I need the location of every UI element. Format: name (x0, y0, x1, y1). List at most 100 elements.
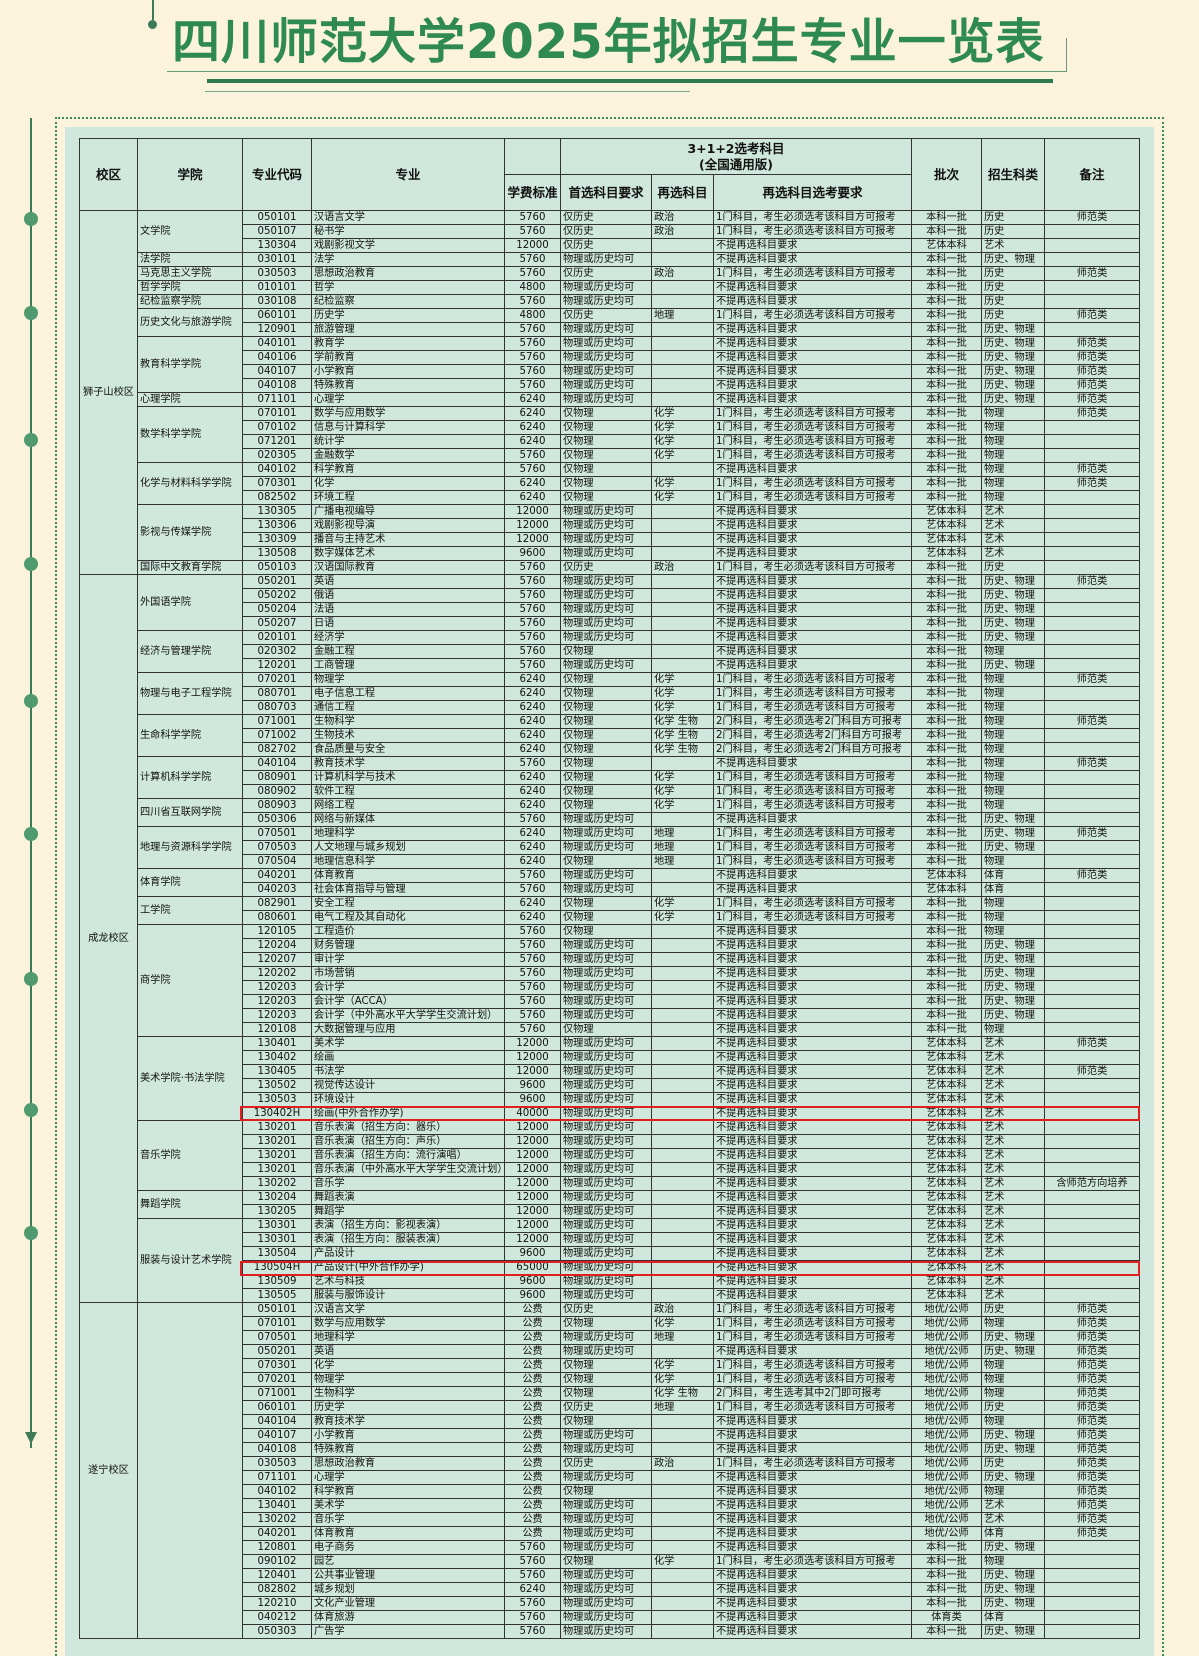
cell-major: 视觉传达设计 (311, 1078, 505, 1093)
cell-note (1044, 1288, 1140, 1303)
cell-resel (651, 1596, 714, 1611)
cell-resel: 化学 (651, 770, 714, 785)
cell-resel-req: 不提再选科目要求 (713, 630, 912, 645)
cell-resel (651, 238, 714, 253)
cell-note (1044, 1162, 1140, 1177)
cell-code: 120203 (242, 980, 312, 995)
cell-resel (651, 1190, 714, 1205)
table-row: 050306 网络与新媒体 5760 物理或历史均可 不提再选科目要求 本科一批 历史、物理 (80, 812, 1140, 827)
cell-note (1044, 910, 1140, 925)
table-row: 120207 审计学 5760 物理或历史均可 不提再选科目要求 本科一批 历史、物理 (80, 952, 1140, 967)
cell-major: 会计学（ACCA） (311, 994, 505, 1009)
cell-resel-req: 不提再选科目要求 (713, 1288, 912, 1303)
cell-code: 130509 (242, 1274, 312, 1289)
table-row: 遂宁校区 050101 汉语言文学 公费 仅历史 政治 1门科目，考生必须选考该科目方可报考… (79, 1302, 1140, 1639)
cell-first: 物理或历史均可 (560, 616, 652, 631)
cell-first: 仅物理 (560, 910, 652, 925)
cell-major: 数学与应用数学 (311, 1316, 505, 1331)
cell-note (1044, 1610, 1140, 1625)
cell-category: 历史、物理 (981, 980, 1045, 995)
cell-category: 物理 (981, 462, 1045, 477)
cell-batch: 艺体本科 (911, 238, 982, 253)
cell-note (1044, 952, 1140, 967)
cell-batch: 艺体本科 (911, 1036, 982, 1051)
cell-fee: 12000 (504, 1064, 561, 1079)
cell-code: 120105 (242, 924, 312, 939)
cell-code: 050101 (242, 210, 312, 225)
timeline-line (30, 118, 32, 1448)
cell-batch: 本科一批 (911, 770, 982, 785)
cell-code: 070501 (242, 826, 312, 841)
cell-resel-req: 不提再选科目要求 (713, 1540, 912, 1555)
cell-fee: 6240 (504, 420, 561, 435)
cell-major: 体育教育 (311, 868, 505, 883)
cell-category: 物理 (981, 672, 1045, 687)
cell-college: 计算机科学学院 (137, 756, 243, 799)
cell-resel-req: 1门科目，考生必须选考该科目方可报考 (713, 308, 912, 323)
table-row: 130304 戏剧影视文学 12000 仅历史 不提再选科目要求 艺体本科 艺术 (80, 238, 1140, 253)
cell-code: 070101 (242, 406, 312, 421)
cell-code: 060101 (242, 1400, 312, 1415)
cell-fee: 6240 (504, 896, 561, 911)
cell-batch: 本科一批 (911, 434, 982, 449)
cell-code: 120203 (242, 1008, 312, 1023)
cell-batch: 本科一批 (911, 476, 982, 491)
table-row: 120801 电子商务 5760 物理或历史均可 不提再选科目要求 本科一批 历史、物理 (80, 1540, 1140, 1555)
cell-code: 060101 (242, 308, 312, 323)
cell-resel-req: 1门科目，考生必须选考该科目方可报考 (713, 1456, 912, 1471)
cell-fee: 5760 (504, 210, 561, 225)
cell-category: 历史、物理 (981, 812, 1045, 827)
cell-major: 统计学 (311, 434, 505, 449)
cell-code: 120108 (242, 1022, 312, 1037)
cell-resel-req: 不提再选科目要求 (713, 1106, 912, 1121)
table-row: 教育科学学院 040101 教育学 5760 物理或历史均可 不提再选科目要求 本科一批 历史… (80, 336, 1140, 393)
cell-batch: 艺体本科 (911, 1232, 982, 1247)
cell-first: 仅物理 (560, 756, 652, 771)
cell-batch: 地优/公师 (911, 1526, 982, 1541)
cell-major: 地理信息科学 (311, 854, 505, 869)
cell-resel-req: 不提再选科目要求 (713, 532, 912, 547)
cell-fee: 5760 (504, 322, 561, 337)
cell-first: 仅物理 (560, 1316, 652, 1331)
cell-batch: 本科一批 (911, 826, 982, 841)
cell-fee: 公费 (504, 1526, 561, 1541)
cell-code: 130301 (242, 1218, 312, 1233)
cell-note: 师范类 (1044, 756, 1140, 771)
cell-first: 物理或历史均可 (560, 1596, 652, 1611)
table-row: 050204 法语 5760 物理或历史均可 不提再选科目要求 本科一批 历史、物理 (80, 602, 1140, 617)
cell-major: 地理科学 (311, 1330, 505, 1345)
cell-code: 120202 (242, 966, 312, 981)
cell-code: 082702 (242, 742, 312, 757)
cell-fee: 9600 (504, 1274, 561, 1289)
cell-category: 历史、物理 (981, 1470, 1045, 1485)
cell-major: 生物技术 (311, 728, 505, 743)
table-row: 法学院 030101 法学 5760 物理或历史均可 不提再选科目要求 本科一批 历史、物理 (80, 252, 1140, 267)
cell-note (1044, 1274, 1140, 1289)
cell-major: 广告学 (311, 1624, 505, 1639)
cell-fee: 公费 (504, 1302, 561, 1317)
table-row: 071001 生物科学 公费 仅物理 化学 生物 2门科目，考生选考其中2门即可报考 地优/… (80, 1386, 1140, 1401)
cell-resel (651, 532, 714, 547)
cell-resel-req: 不提再选科目要求 (713, 1190, 912, 1205)
cell-note (1044, 1022, 1140, 1037)
cell-resel-req: 不提再选科目要求 (713, 1610, 912, 1625)
cell-code: 020101 (242, 630, 312, 645)
cell-first: 物理或历史均可 (560, 294, 652, 309)
cell-code: 040108 (242, 1442, 312, 1457)
title-decoration-dot (148, 20, 157, 29)
cell-first: 物理或历史均可 (560, 322, 652, 337)
cell-first: 物理或历史均可 (560, 1176, 652, 1191)
cell-major: 历史学 (311, 1400, 505, 1415)
cell-code: 130508 (242, 546, 312, 561)
cell-first: 仅物理 (560, 644, 652, 659)
cell-resel-req: 1门科目，考生必须选考该科目方可报考 (713, 490, 912, 505)
cell-fee: 12000 (504, 504, 561, 519)
cell-resel: 政治 (651, 266, 714, 281)
cell-resel-req: 不提再选科目要求 (713, 938, 912, 953)
cell-resel-req: 不提再选科目要求 (713, 1148, 912, 1163)
cell-first: 仅物理 (560, 1386, 652, 1401)
cell-major: 文化产业管理 (311, 1596, 505, 1611)
cell-first: 物理或历史均可 (560, 1064, 652, 1079)
cell-first: 物理或历史均可 (560, 1288, 652, 1303)
cell-category: 历史、物理 (981, 840, 1045, 855)
